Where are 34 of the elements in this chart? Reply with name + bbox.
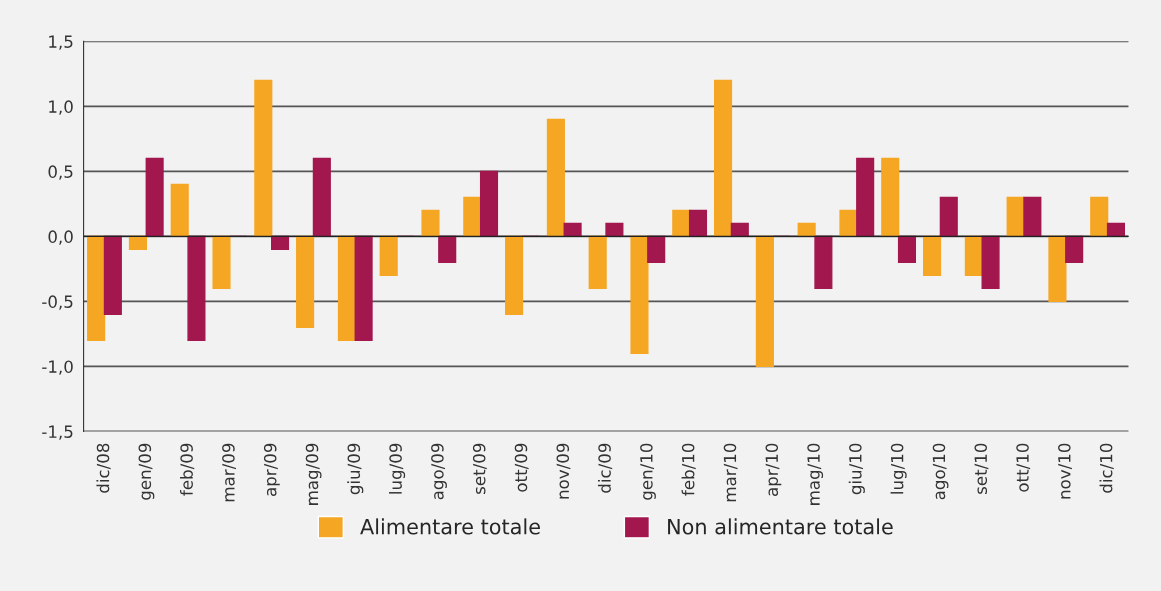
x-tick-label: lug/09: [389, 443, 406, 494]
x-tick-label: mar/09: [222, 443, 237, 502]
x-tick-label: nov/09: [556, 443, 571, 499]
x-tick-label: ago/10: [932, 443, 949, 500]
x-tick-label: ott/10: [1016, 443, 1031, 492]
x-tick-label: dic/08: [96, 443, 111, 493]
y-tick-label: 1,5: [49, 35, 73, 50]
x-tick-label: feb/09: [180, 443, 195, 496]
y-tick-label: 0,0: [48, 230, 73, 245]
x-tick-label: giu/10: [848, 443, 865, 495]
x-tick-label: gen/10: [640, 443, 656, 500]
x-tick-label: lug/10: [890, 443, 907, 494]
legend-label: Alimentare totale: [360, 518, 540, 535]
y-tick-label: -0,5: [42, 295, 73, 310]
x-tick-label: ago/09: [431, 443, 447, 500]
x-tick-label: feb/10: [681, 443, 696, 496]
x-tick-label: apr/09: [263, 443, 280, 497]
x-tick-label: set/09: [472, 443, 487, 494]
x-tick-label: dic/09: [597, 443, 613, 493]
x-tick-label: ott/09: [514, 443, 529, 492]
x-tick-label: dic/10: [1099, 443, 1114, 493]
x-tick-label: mag/10: [807, 443, 824, 505]
x-tick-label: gen/09: [138, 443, 155, 500]
y-tick-label: -1,0: [42, 360, 73, 375]
x-tick-label: nov/10: [1058, 443, 1072, 499]
legend-label: Non alimentare totale: [668, 518, 893, 535]
x-tick-label: set/10: [974, 443, 989, 494]
x-tick-label: apr/10: [765, 443, 782, 497]
y-tick-label: -1,5: [42, 425, 73, 440]
y-tick-label: 1,0: [49, 100, 73, 115]
x-tick-label: mar/10: [723, 443, 738, 502]
y-tick-label: 0,5: [48, 165, 73, 180]
x-tick-label: giu/09: [347, 443, 364, 495]
x-tick-label: mag/09: [305, 443, 322, 505]
